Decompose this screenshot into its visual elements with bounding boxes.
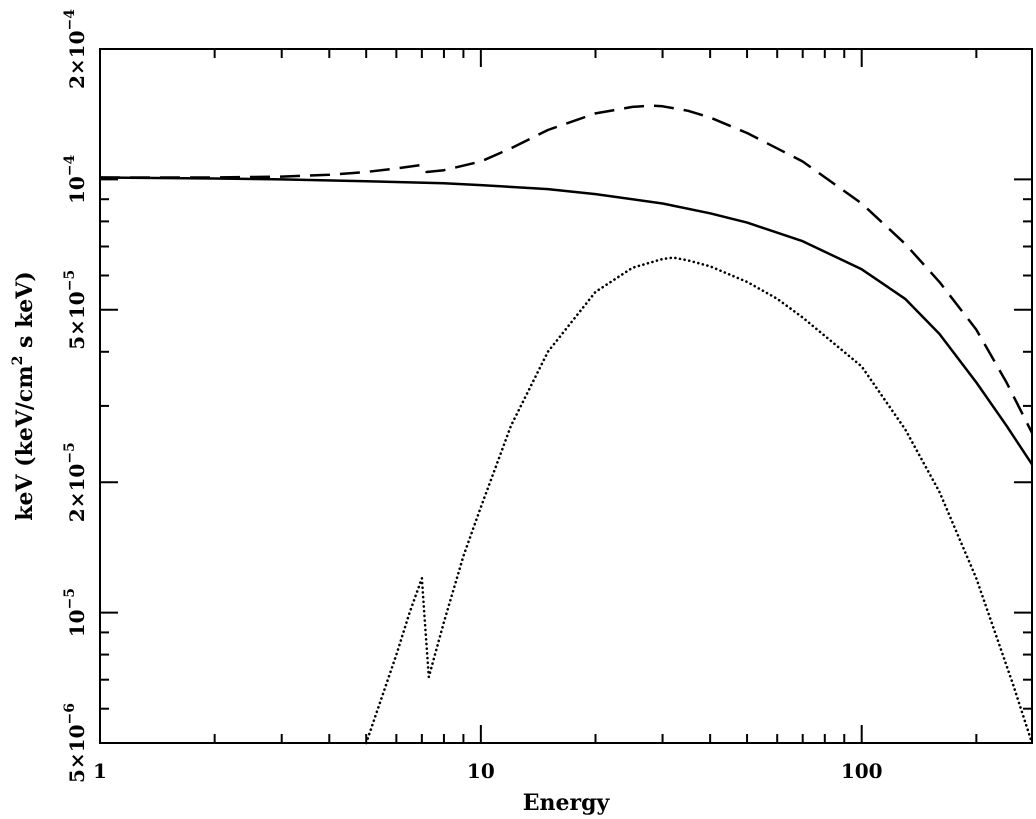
y-axis-title-part-2: s keV) [12,271,38,355]
y-axis-title-part-1: keV (keV/cm [12,365,38,520]
dashed-curve [100,104,1034,434]
y-tick-mantissa: 10 [65,609,89,637]
curves-layer [99,104,1034,745]
y-tick-mantissa: 5×10 [65,724,89,783]
y-axis-title: keV (keV/cm2 s keV) [10,271,38,521]
y-tick-label: 2×10−4 [62,9,89,89]
y-tick-mantissa: 5×10 [65,291,89,350]
plot-frame [99,48,1033,744]
y-tick-exponent: −5 [62,442,78,463]
y-tick-mantissa: 10 [65,176,89,204]
y-ticks [100,48,1032,744]
x-tick-label: 10 [467,759,495,783]
y-tick-label: 10−5 [62,588,89,637]
solid-curve [99,176,1034,465]
y-axis-title-superscript: 2 [10,356,26,366]
y-tick-mantissa: 2×10 [65,464,89,523]
x-tick-label: 1 [93,759,107,783]
y-tick-label: 2×10−5 [62,442,89,522]
y-tick-exponent: −4 [62,154,78,176]
y-tick-label: 10−4 [62,154,89,204]
y-tick-exponent: −6 [62,703,78,724]
dotted-curve [364,256,1034,745]
y-tick-exponent: −5 [62,270,78,291]
y-tick-label: 5×10−5 [62,270,89,350]
y-tick-labels: 5×10−610−52×10−55×10−510−42×10−4 [62,9,89,783]
x-tick-label: 100 [841,759,883,783]
y-tick-exponent: −4 [62,9,78,31]
y-tick-label: 5×10−6 [62,703,89,783]
x-tick-labels: 1 10 100 [93,759,883,783]
y-tick-mantissa: 2×10 [65,30,89,89]
x-ticks [99,49,978,743]
x-axis-title: Energy [523,790,611,816]
y-tick-exponent: −5 [62,588,78,609]
